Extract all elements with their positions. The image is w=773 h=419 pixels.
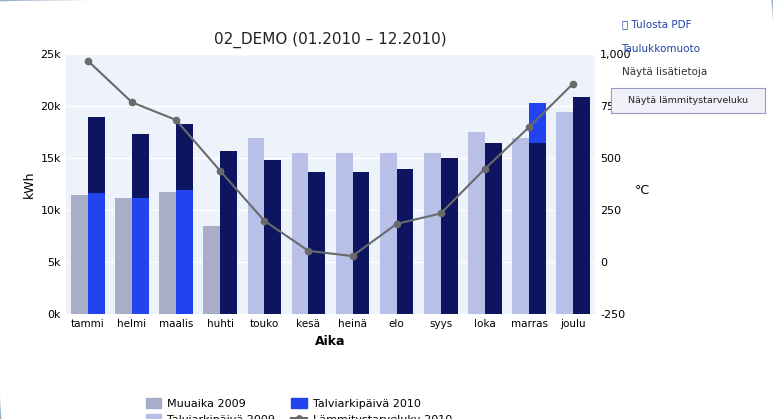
Bar <box>264 160 281 314</box>
Bar <box>529 143 546 314</box>
Bar <box>132 198 148 314</box>
Bar <box>380 153 397 314</box>
Bar <box>247 137 264 314</box>
Bar <box>132 134 148 198</box>
Bar <box>397 169 414 314</box>
Text: Näytä lisätietoja: Näytä lisätietoja <box>621 67 707 77</box>
Bar <box>291 153 308 314</box>
Bar <box>220 151 237 314</box>
Bar <box>468 132 485 314</box>
Bar <box>88 117 104 193</box>
Bar <box>88 193 104 314</box>
Bar <box>308 172 325 314</box>
X-axis label: Aika: Aika <box>315 335 346 348</box>
Bar <box>71 195 88 314</box>
Bar <box>557 111 573 314</box>
Y-axis label: kWh: kWh <box>23 171 36 198</box>
Bar <box>159 191 176 314</box>
Bar <box>573 97 590 314</box>
Text: 🖨 Tulosta PDF: 🖨 Tulosta PDF <box>621 19 691 29</box>
Y-axis label: °C: °C <box>635 184 650 197</box>
Legend: Muuaika 2009, Talviarkipäivä 2009, Muuaika 2010, Talviarkipäivä 2010, Lämmitysta: Muuaika 2009, Talviarkipäivä 2009, Muuai… <box>145 398 451 419</box>
Bar <box>203 226 220 314</box>
Bar <box>512 137 529 314</box>
Bar <box>352 172 369 314</box>
Bar <box>424 153 441 314</box>
Text: Taulukkomuoto: Taulukkomuoto <box>621 44 700 54</box>
Bar <box>176 124 192 189</box>
Bar <box>529 103 546 143</box>
Title: 02_DEMO (01.2010 – 12.2010): 02_DEMO (01.2010 – 12.2010) <box>214 31 447 48</box>
Bar <box>335 153 352 314</box>
Bar <box>115 198 132 314</box>
Text: Näytä lämmitystarveluku: Näytä lämmitystarveluku <box>628 96 748 105</box>
Bar <box>441 158 458 314</box>
Bar <box>176 189 192 314</box>
Bar <box>485 143 502 314</box>
